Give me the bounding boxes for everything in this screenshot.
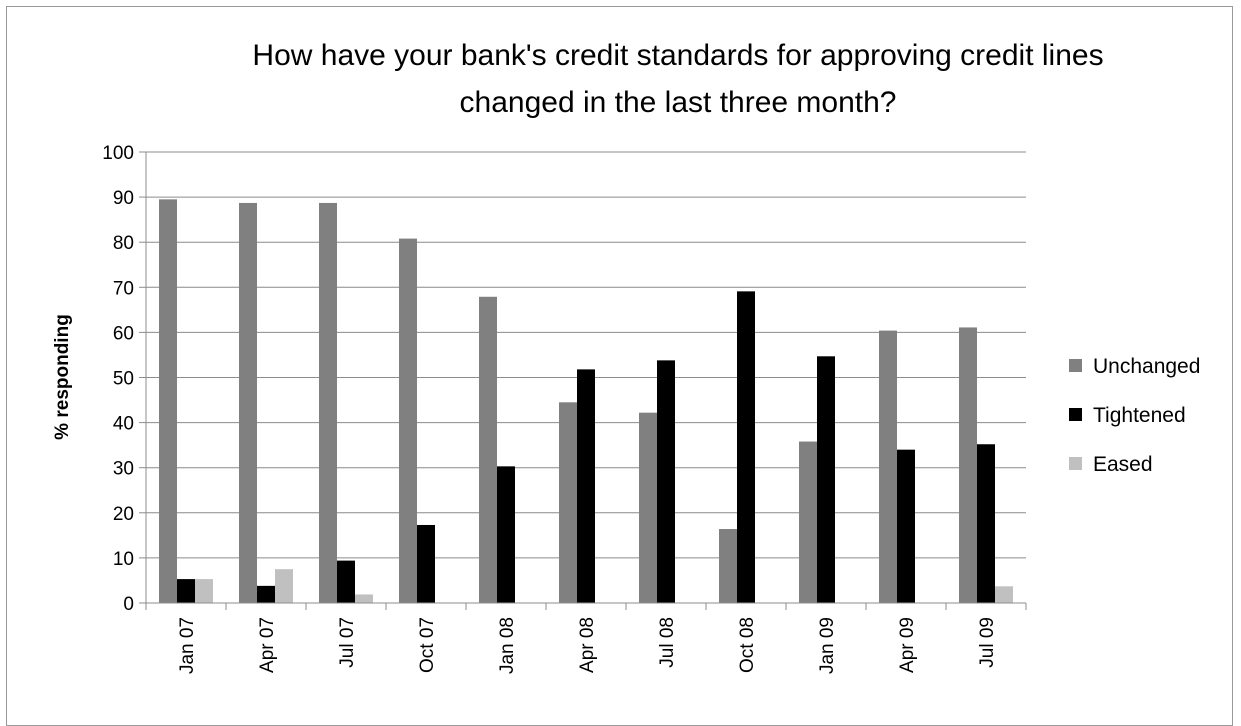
bar-tightened-jan-07 [177, 579, 195, 603]
x-tick-label: Jul 08 [657, 617, 678, 668]
bar-chart: How have your bank's credit standards fo… [52, 39, 1200, 674]
bar-unchanged-jul-07 [319, 202, 337, 603]
y-tick-labels: 0 10 20 30 40 50 60 70 80 90 100 [102, 143, 134, 615]
bar-tightened-oct-07 [417, 524, 435, 603]
bar-tightened-apr-07 [257, 585, 275, 603]
bar-eased-apr-07 [275, 569, 293, 603]
x-tick-label: Jan 09 [817, 617, 838, 674]
chart-title-line-1: How have your bank's credit standards fo… [252, 39, 1103, 72]
x-tick-label: Jul 09 [977, 617, 998, 668]
x-tick-label: Jan 07 [177, 617, 198, 674]
axes [139, 151, 1027, 610]
bar-unchanged-jan-08 [479, 296, 497, 603]
y-axis-label: % responding [52, 314, 73, 440]
y-tick-label: 40 [113, 414, 134, 435]
bar-unchanged-oct-08 [719, 529, 737, 603]
legend-swatch-tightened [1069, 408, 1082, 421]
x-tick-label: Apr 07 [257, 617, 278, 673]
bar-unchanged-apr-08 [559, 402, 577, 603]
y-tick-label: 70 [113, 278, 134, 299]
legend-swatch-eased [1069, 457, 1082, 470]
bar-eased-jul-09 [995, 586, 1013, 603]
chart-frame [6, 6, 1233, 726]
y-tick-label: 20 [113, 504, 134, 525]
bar-tightened-jul-09 [977, 444, 995, 603]
x-tick-label: Oct 07 [417, 617, 438, 673]
x-tick-label: Oct 08 [737, 617, 758, 673]
bar-tightened-apr-09 [897, 449, 915, 603]
bar-eased-jul-07 [355, 594, 373, 603]
bar-unchanged-jan-09 [799, 441, 817, 603]
legend-label-tightened: Tightened [1093, 404, 1186, 427]
bar-tightened-jan-09 [817, 356, 835, 603]
legend-label-unchanged: Unchanged [1093, 355, 1200, 378]
y-tick-label: 10 [113, 549, 134, 570]
legend-label-eased: Eased [1093, 453, 1153, 476]
x-tick-label: Jul 07 [337, 617, 358, 668]
bar-unchanged-jan-07 [159, 199, 177, 604]
legend-swatch-unchanged [1069, 359, 1082, 372]
x-tick-label: Apr 08 [577, 617, 598, 673]
bar-eased-jan-07 [195, 579, 213, 603]
x-tick-label: Jan 08 [497, 617, 518, 674]
y-tick-label: 30 [113, 459, 134, 480]
legend: Unchanged Tightened Eased [1069, 355, 1200, 476]
y-tick-label: 90 [113, 188, 134, 209]
chart-title-line-2: changed in the last three month? [460, 86, 897, 119]
bar-unchanged-apr-09 [879, 330, 897, 603]
bar-tightened-oct-08 [737, 291, 755, 603]
bar-tightened-jul-07 [337, 560, 355, 603]
bar-unchanged-oct-07 [399, 238, 417, 604]
bar-unchanged-jul-09 [959, 327, 977, 603]
bar-tightened-jul-08 [657, 360, 675, 603]
bar-tightened-apr-08 [577, 369, 595, 603]
y-tick-label: 0 [123, 594, 134, 615]
bar-unchanged-apr-07 [239, 202, 257, 603]
y-tick-label: 60 [113, 323, 134, 344]
y-tick-label: 80 [113, 233, 134, 254]
x-tick-labels: Jan 07 Apr 07 Jul 07 Oct 07 Jan 08 Apr 08 Jul … [177, 617, 998, 674]
y-tick-label: 100 [102, 143, 134, 164]
x-tick-label: Apr 09 [897, 617, 918, 673]
y-tick-label: 50 [113, 369, 134, 390]
bar-tightened-jan-08 [497, 466, 515, 603]
bar-unchanged-jul-08 [639, 412, 657, 603]
bars [159, 199, 1013, 604]
